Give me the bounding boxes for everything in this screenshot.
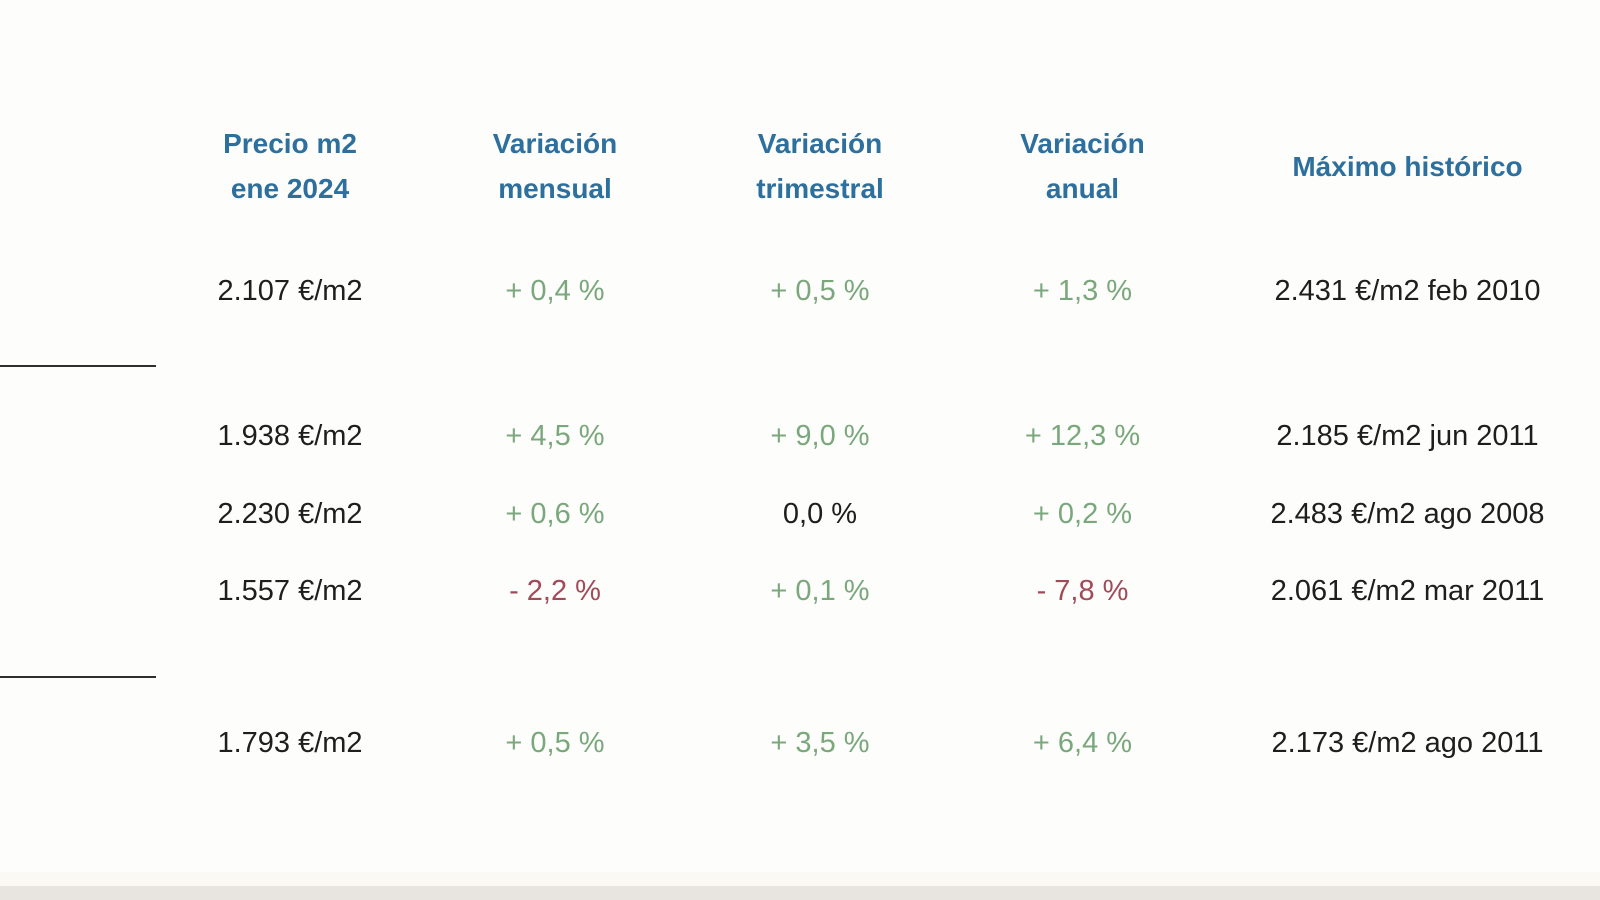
- header-line: Variación: [757, 128, 883, 159]
- price-cell: 1.938 €/m2: [217, 419, 363, 452]
- header-line: Máximo histórico: [1292, 150, 1523, 182]
- column-header-quarterly-variation: Variación trimestral: [690, 118, 950, 214]
- monthly-variation-cell: + 0,4 %: [505, 274, 605, 307]
- table-header-row: Precio m2 ene 2024 Variación mensual Var…: [0, 118, 1600, 214]
- header-line: Variación: [1020, 128, 1145, 159]
- monthly-variation-cell: - 2,2 %: [509, 574, 601, 607]
- header-line: anual: [1045, 173, 1120, 204]
- cropped-label-cell: [0, 488, 160, 540]
- header-line: Variación: [492, 128, 618, 159]
- cropped-label-column: [0, 118, 160, 214]
- header-line: trimestral: [756, 173, 884, 204]
- header-line: mensual: [498, 173, 612, 204]
- header-line: ene 2024: [230, 173, 350, 204]
- annual-variation-cell: + 6,4 %: [1032, 726, 1133, 759]
- quarterly-variation-cell: + 0,5 %: [770, 274, 870, 307]
- cropped-label-cell: [0, 265, 160, 317]
- cropped-label-cell: [0, 410, 160, 462]
- table-row: 2.107 €/m2 + 0,4 % + 0,5 % + 1,3 % 2.431…: [0, 265, 1600, 317]
- monthly-variation-cell: + 4,5 %: [505, 419, 605, 452]
- annual-variation-cell: + 0,2 %: [1032, 497, 1133, 530]
- annual-variation-cell: - 7,8 %: [1036, 574, 1129, 607]
- column-header-annual-variation: Variación anual: [950, 118, 1215, 214]
- annual-variation-cell: + 1,3 %: [1032, 274, 1133, 307]
- quarterly-variation-cell: + 0,1 %: [770, 574, 870, 607]
- table-row: 1.557 €/m2 - 2,2 % + 0,1 % - 7,8 % 2.061…: [0, 565, 1600, 617]
- price-cell: 1.793 €/m2: [217, 726, 363, 759]
- quarterly-variation-cell: 0,0 %: [782, 497, 858, 530]
- section-divider: [0, 365, 156, 367]
- price-cell: 2.230 €/m2: [217, 497, 363, 530]
- price-cell: 2.107 €/m2: [217, 274, 363, 307]
- historical-max-cell: 2.185 €/m2 jun 2011: [1276, 419, 1539, 452]
- quarterly-variation-cell: + 3,5 %: [770, 726, 870, 759]
- bottom-gray-bar: [0, 886, 1600, 900]
- historical-max-cell: 2.483 €/m2 ago 2008: [1270, 497, 1545, 530]
- cropped-label-cell: [0, 717, 160, 769]
- header-line: Precio m2: [223, 128, 357, 159]
- price-cell: 1.557 €/m2: [217, 574, 363, 607]
- column-header-historical-max: Máximo histórico: [1215, 118, 1600, 214]
- table-row: 1.938 €/m2 + 4,5 % + 9,0 % + 12,3 % 2.18…: [0, 410, 1600, 462]
- table-row: 1.793 €/m2 + 0,5 % + 3,5 % + 6,4 % 2.173…: [0, 717, 1600, 769]
- table-row: 2.230 €/m2 + 0,6 % 0,0 % + 0,2 % 2.483 €…: [0, 488, 1600, 540]
- historical-max-cell: 2.173 €/m2 ago 2011: [1271, 726, 1544, 759]
- column-header-price: Precio m2 ene 2024: [160, 118, 420, 214]
- column-header-monthly-variation: Variación mensual: [420, 118, 690, 214]
- monthly-variation-cell: + 0,5 %: [505, 726, 605, 759]
- monthly-variation-cell: + 0,6 %: [505, 497, 605, 530]
- historical-max-cell: 2.061 €/m2 mar 2011: [1270, 574, 1545, 607]
- historical-max-cell: 2.431 €/m2 feb 2010: [1274, 274, 1541, 307]
- quarterly-variation-cell: + 9,0 %: [770, 419, 870, 452]
- cropped-label-cell: [0, 565, 160, 617]
- annual-variation-cell: + 12,3 %: [1024, 419, 1141, 452]
- section-divider: [0, 676, 156, 678]
- bottom-fade-strip: [0, 872, 1600, 886]
